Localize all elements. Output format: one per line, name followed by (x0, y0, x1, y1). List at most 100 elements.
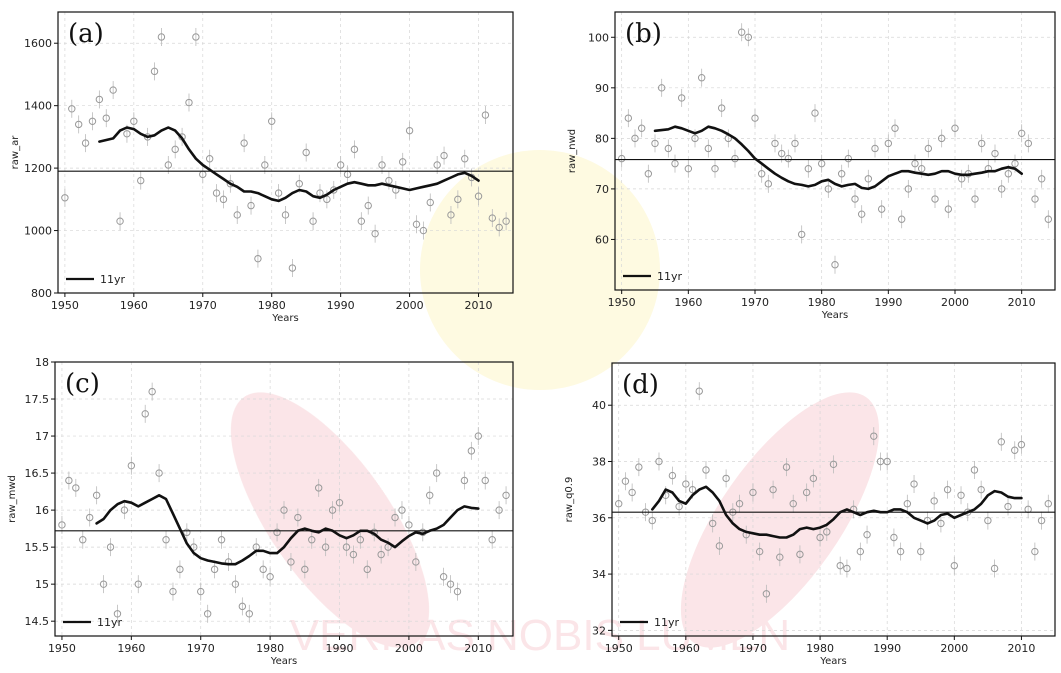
raw-data-point (871, 144, 879, 153)
raw-data-point (930, 497, 938, 505)
x-tick-label: 2000 (940, 642, 968, 655)
raw-data-point (453, 587, 462, 596)
y-tick-label: 32 (592, 624, 606, 637)
y-tick-label: 36 (592, 512, 606, 525)
raw-data-point (231, 580, 240, 588)
raw-data-point (446, 580, 455, 588)
x-tick-label: 1980 (806, 642, 834, 655)
y-tick-label: 16.5 (25, 467, 50, 480)
raw-data-point (836, 561, 844, 570)
series-11yr-line (653, 125, 1024, 191)
x-tick-label: 1970 (189, 299, 217, 312)
raw-data-point (1044, 500, 1052, 508)
raw-data-point (363, 565, 371, 574)
x-tick-label: 1970 (741, 296, 769, 309)
raw-data-point (695, 387, 703, 395)
raw-data-point (777, 149, 786, 158)
raw-data-point (79, 536, 87, 544)
raw-data-point (412, 558, 420, 566)
raw-data-point (467, 447, 476, 455)
raw-data-point (488, 214, 497, 222)
raw-data-point (226, 180, 235, 188)
y-axis-title: raw_nwd (567, 129, 578, 173)
raw-data-point (350, 145, 359, 154)
raw-data-point (192, 33, 200, 41)
raw-data-point (997, 438, 1006, 446)
x-tick-label: 1960 (117, 642, 145, 655)
raw-data-point (342, 543, 351, 551)
raw-data-point (364, 201, 372, 210)
raw-data-point (897, 215, 906, 223)
raw-data-point (419, 226, 428, 235)
x-tick-label: 2010 (1007, 642, 1035, 655)
chart-panel-d: 1950 1960 1970 1980 1990 2000 2010 32 34 36 38 40 Ye… (564, 362, 1056, 667)
raw-data-point (990, 564, 999, 573)
raw-data-point (809, 474, 818, 483)
x-tick-label: 1960 (674, 296, 702, 309)
panel-label: (b) (625, 19, 662, 49)
raw-data-point (440, 151, 448, 160)
x-tick-label: 1990 (326, 642, 354, 655)
x-tick-label: 1950 (51, 299, 79, 312)
raw-data-point (261, 161, 269, 169)
y-axis-title: raw_ar (10, 135, 21, 170)
raw-data-point (824, 185, 833, 193)
raw-data-point (116, 217, 124, 225)
raw-data-point (95, 95, 104, 104)
raw-data-point (971, 195, 979, 203)
raw-data-point (771, 139, 779, 148)
raw-data-point (356, 536, 365, 544)
raw-data-point (1017, 440, 1026, 449)
raw-data-point (169, 587, 177, 596)
watermark-emblem-right (680, 392, 880, 648)
y-tick-label: 1200 (24, 162, 52, 175)
raw-data-point (1031, 547, 1039, 556)
raw-data-point (917, 164, 926, 173)
raw-data-point (937, 134, 946, 143)
y-tick-label: 14.5 (25, 615, 50, 628)
raw-data-point (378, 161, 386, 169)
raw-data-point (210, 565, 219, 574)
raw-data-point (432, 469, 441, 477)
y-tick-label: 17.5 (25, 393, 50, 406)
chart-panel-a: 1950 1960 1970 1980 1990 2000 2010 800 1000 1200 1… (10, 11, 514, 324)
x-tick-label: 1990 (873, 642, 901, 655)
y-tick-label: 18 (35, 356, 49, 369)
x-tick-label: 1950 (48, 642, 76, 655)
raw-data-point (904, 185, 913, 193)
raw-data-point (917, 547, 925, 556)
raw-data-point (371, 229, 379, 238)
raw-data-point (944, 205, 953, 213)
raw-data-point (1011, 159, 1019, 168)
raw-data-point (197, 587, 205, 596)
x-tick-label: 2010 (465, 299, 493, 312)
raw-data-point (309, 217, 317, 225)
raw-data-point (268, 117, 276, 125)
x-tick-label: 2010 (1008, 296, 1036, 309)
raw-data-point (702, 466, 710, 474)
raw-data-point (1011, 446, 1019, 454)
raw-data-point (884, 139, 893, 148)
raw-data-point (281, 211, 290, 219)
raw-data-point (931, 195, 939, 203)
raw-data-point (675, 502, 683, 511)
raw-data-point (176, 565, 184, 574)
raw-data-point (433, 161, 441, 169)
raw-data-point (171, 145, 179, 154)
raw-data-point (247, 201, 255, 210)
raw-data-point (784, 154, 793, 163)
raw-data-point (691, 134, 699, 143)
raw-data-point (212, 189, 221, 197)
raw-data-point (321, 543, 330, 551)
x-tick-label: 1980 (258, 299, 286, 312)
raw-data-point (280, 506, 288, 514)
legend-label-11yr: 11yr (657, 270, 683, 283)
y-axis-title: raw_mwd (7, 475, 18, 523)
plot-frame (611, 362, 1056, 637)
x-tick-label: 1960 (120, 299, 148, 312)
x-axis-title: Years (270, 656, 297, 667)
raw-data-point (185, 98, 193, 107)
raw-data-point (217, 536, 226, 544)
raw-data-point (150, 67, 159, 76)
